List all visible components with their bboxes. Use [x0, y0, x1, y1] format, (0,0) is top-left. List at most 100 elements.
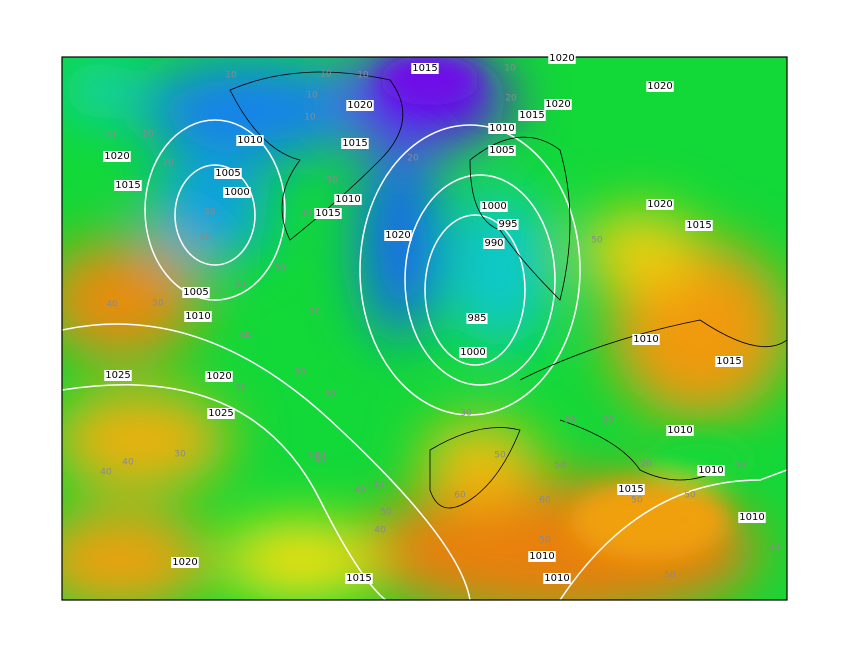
isobar-label: 1010	[739, 512, 764, 523]
thickness-label: 20	[640, 460, 652, 470]
isobar-label: 1015	[115, 180, 140, 191]
isobar-label-box	[646, 199, 674, 210]
isobar-label-box	[528, 551, 556, 562]
thickness-label: 10	[357, 71, 369, 81]
isobar-label-box	[466, 313, 488, 324]
thickness-label: 50	[152, 299, 164, 309]
thickness-label: 40	[314, 456, 326, 466]
thickness-label: 20	[104, 131, 116, 141]
isobar-label-box	[334, 194, 362, 205]
thickness-label: 60	[454, 491, 466, 501]
coastlines	[229, 71, 787, 509]
isobar-label-box	[518, 110, 546, 121]
thickness-label: 50	[684, 491, 696, 501]
thickness-label: 40	[235, 383, 247, 393]
isobar-label-box	[666, 425, 694, 436]
thickness-label: 30	[372, 481, 384, 491]
isobar-label: 1020	[172, 557, 197, 568]
isobar-label: 985	[467, 313, 486, 324]
isobar-label: 1020	[104, 151, 129, 162]
thickness-label: 40	[100, 468, 112, 478]
isobar-label: 1000	[481, 201, 506, 212]
isobar-label: 1010	[529, 551, 554, 562]
thickness-label: 20	[142, 130, 154, 140]
isobar-label-box	[488, 123, 516, 134]
thickness-label: 40	[239, 331, 251, 341]
thickness-label: 30	[309, 308, 321, 318]
thickness-label: 50	[591, 236, 603, 246]
thickness-label: 50	[539, 536, 551, 546]
isobar-label: 1025	[208, 408, 233, 419]
thickness-label: 40	[374, 526, 386, 536]
thickness-label: 50	[664, 571, 676, 581]
thickness-label: 20	[204, 208, 216, 218]
thickness-label: 10	[504, 64, 516, 74]
thickness-label: 30	[564, 416, 576, 426]
isobar-label-box	[646, 81, 674, 92]
isobar-label: 1015	[686, 220, 711, 231]
isobar-label: 990	[484, 238, 503, 249]
isobar-label-box	[205, 371, 233, 382]
thickness-label: 40	[354, 486, 366, 496]
isobar-label: 1010	[633, 334, 658, 345]
thickness-label: 30	[294, 368, 306, 378]
thickness-label: 20	[407, 154, 419, 164]
isobar-label: 1005	[215, 168, 240, 179]
thickness-label: 40	[306, 451, 318, 461]
isobar-label: 1010	[489, 123, 514, 134]
isobar-label-box	[214, 168, 242, 179]
isobar-label: 1000	[460, 347, 485, 358]
isobar-label: 1020	[545, 99, 570, 110]
thickness-label: 20	[602, 416, 614, 426]
thickness-label: 30	[174, 450, 186, 460]
isobar-label-box	[103, 151, 131, 162]
isobar-label-box	[480, 201, 508, 212]
isobar-label-box	[384, 230, 412, 241]
isobar-label-box	[114, 180, 142, 191]
thickness-label: 50	[380, 508, 392, 518]
thickness-label: 40	[106, 300, 118, 310]
thickness-label: 30	[274, 264, 286, 274]
thickness-label: 50	[554, 461, 566, 471]
isobar-label-box	[104, 370, 132, 381]
isobar-label: 1020	[347, 100, 372, 111]
isobar-label: 1010	[667, 425, 692, 436]
isobar-label: 1015	[519, 110, 544, 121]
thickness-label: 20	[505, 94, 517, 104]
isobar-label: 1020	[549, 53, 574, 64]
thickness-label: 20	[162, 159, 174, 169]
thickness-label: 30	[326, 176, 338, 186]
isobar-label: 1015	[412, 63, 437, 74]
isobar-label: 1010	[335, 194, 360, 205]
thickness-label: 40	[234, 281, 246, 291]
isobar-label-box	[738, 512, 766, 523]
isobar-label-box	[488, 145, 516, 156]
isobar-label-box	[314, 208, 342, 219]
map-field	[62, 57, 787, 600]
isobar-label-box	[236, 135, 264, 146]
isobar-label-box	[341, 138, 369, 149]
isobar-label-box	[548, 53, 576, 64]
thickness-label: 10	[225, 71, 237, 81]
isobar-label: 1020	[385, 230, 410, 241]
isobar-label-box	[223, 187, 251, 198]
thickness-label: 10	[304, 113, 316, 123]
isobar-label: 1015	[618, 484, 643, 495]
thickness-label: 50	[494, 451, 506, 461]
isobar-label: 1020	[206, 371, 231, 382]
isobar-label: 1010	[544, 573, 569, 584]
isobar-label-box	[685, 220, 713, 231]
isobar-label: 1020	[647, 81, 672, 92]
isobar-label-box	[184, 311, 212, 322]
isobar-label-box	[715, 356, 743, 367]
isobar-label: 1015	[315, 208, 340, 219]
isobar-label-box	[459, 347, 487, 358]
thickness-label: 20	[199, 233, 211, 243]
isobar-label: 1005	[489, 145, 514, 156]
isobar-label: 1000	[224, 187, 249, 198]
isobar-label-box	[544, 99, 572, 110]
isobar-label: 1020	[647, 199, 672, 210]
isobar-label: 1010	[237, 135, 262, 146]
thickness-label: 40	[734, 461, 746, 471]
isobar-label: 1015	[342, 138, 367, 149]
